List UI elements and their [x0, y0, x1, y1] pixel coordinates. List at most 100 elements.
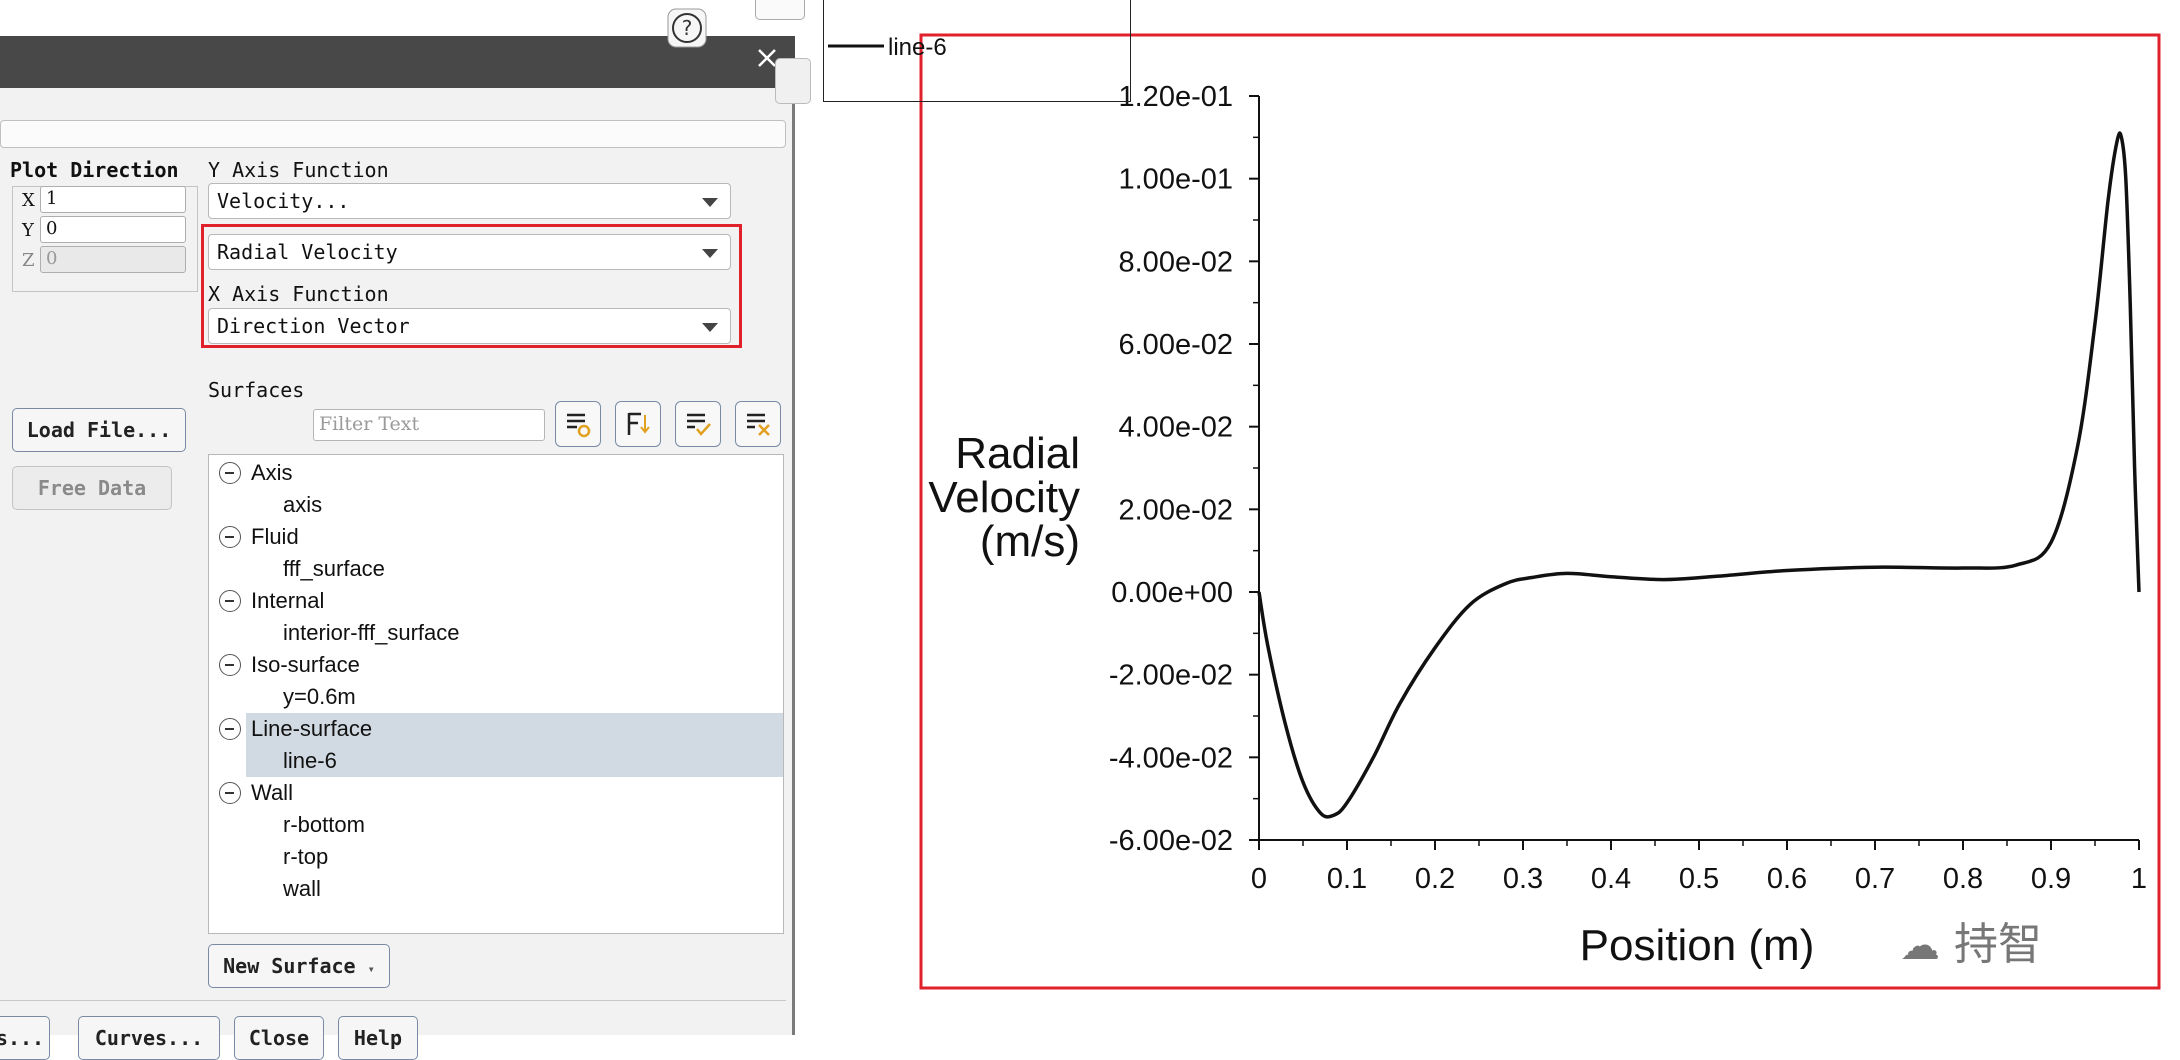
- z-direction-label: Z: [22, 250, 35, 271]
- y-axis-function-select[interactable]: Radial Velocity: [208, 234, 731, 270]
- new-surface-button[interactable]: New Surface ▾: [208, 944, 390, 988]
- tree-group[interactable]: Line-surface: [209, 713, 783, 745]
- z-direction-input: 0: [40, 246, 186, 273]
- x-tick-label: 0.6: [1767, 863, 1807, 895]
- series-line-line-6: [1257, 131, 2141, 819]
- tree-item[interactable]: line-6: [209, 745, 783, 777]
- clear-list-icon: [747, 413, 770, 436]
- clipboard-icon[interactable]: [755, 0, 805, 20]
- tree-group[interactable]: Internal: [209, 585, 783, 617]
- collapse-icon[interactable]: [219, 526, 241, 548]
- wechat-icon: ☁: [1900, 923, 1940, 969]
- surfaces-tree[interactable]: Axis axis Fluid fff_surface Internal interior…: [208, 454, 784, 934]
- chevron-down-icon: [702, 249, 718, 258]
- y-tick-label: 0.00e+00: [1111, 577, 1233, 609]
- separator: [0, 1000, 786, 1001]
- tree-item-label: axis: [283, 492, 323, 517]
- chevron-down-icon: [702, 323, 718, 332]
- tree-group[interactable]: Wall: [209, 777, 783, 809]
- sort-icon: [627, 412, 650, 435]
- new-surface-label: New Surface: [223, 954, 356, 978]
- y-axis-category-value: Velocity...: [217, 189, 350, 213]
- y-tick-label: 4.00e-02: [1119, 412, 1234, 444]
- x-tick-label: 0.1: [1327, 863, 1367, 895]
- x-tick-label: 0.4: [1591, 863, 1631, 895]
- tree-item[interactable]: interior-fff_surface: [209, 617, 783, 649]
- y-axis-label: Velocity: [928, 473, 1080, 522]
- svg-text:?: ?: [682, 16, 693, 40]
- y-axis-label: Radial: [955, 429, 1080, 478]
- load-file-button[interactable]: Load File...: [12, 408, 186, 452]
- tree-group-label: Iso-surface: [251, 652, 360, 677]
- collapse-icon[interactable]: [219, 462, 241, 484]
- tree-item[interactable]: r-bottom: [209, 809, 783, 841]
- tree-group[interactable]: Iso-surface: [209, 649, 783, 681]
- highlight-frame: [919, 33, 2161, 990]
- tree-item-label: r-bottom: [283, 812, 365, 837]
- check-list-icon: [687, 413, 711, 436]
- watermark-text: 持智: [1954, 919, 2042, 970]
- tree-item[interactable]: r-top: [209, 841, 783, 873]
- tree-item[interactable]: fff_surface: [209, 553, 783, 585]
- deselect-all-button[interactable]: [735, 401, 781, 447]
- tree-group-label: Fluid: [251, 524, 299, 549]
- xy-plot-chart: -6.00e-02 -4.00e-02 -2.00e-02 0.00e+00 2.00e…: [828, 33, 2161, 990]
- tree-group[interactable]: Axis: [209, 457, 783, 489]
- x-tick-label: 0.8: [1943, 863, 1983, 895]
- y-direction-label: Y: [22, 220, 34, 241]
- collapse-icon[interactable]: [219, 654, 241, 676]
- x-direction-input[interactable]: 1: [40, 186, 186, 213]
- tree-item-label: wall: [283, 876, 321, 901]
- tree-group-label: Wall: [251, 780, 293, 805]
- help-icon[interactable]: ?: [667, 8, 707, 48]
- y-axis-function-value: Radial Velocity: [217, 240, 398, 264]
- close-icon[interactable]: [753, 44, 781, 72]
- tree-item[interactable]: wall: [209, 873, 783, 905]
- legend-label: line-6: [888, 34, 947, 61]
- plot-direction-label: Plot Direction: [10, 158, 179, 182]
- tree-item[interactable]: y=0.6m: [209, 681, 783, 713]
- filter-list-icon: [567, 413, 591, 438]
- tree-item[interactable]: axis: [209, 489, 783, 521]
- x-axis-function-select[interactable]: Direction Vector: [208, 308, 731, 344]
- collapse-icon[interactable]: [219, 718, 241, 740]
- y-tick-label: 1.00e-01: [1119, 164, 1234, 196]
- x-axis-function-value: Direction Vector: [217, 314, 410, 338]
- x-tick-label: 0.7: [1855, 863, 1895, 895]
- select-highlighted-button[interactable]: [555, 401, 601, 447]
- x-tick-label: 0: [1251, 863, 1267, 895]
- y-tick-label: 6.00e-02: [1119, 329, 1234, 361]
- x-tick-label: 1: [2131, 863, 2147, 895]
- x-axis-label: Position (m): [1580, 921, 1815, 970]
- tree-group[interactable]: Fluid: [209, 521, 783, 553]
- legend-box: [823, 0, 1131, 102]
- y-tick-label: -2.00e-02: [1109, 660, 1233, 692]
- watermark: ☁ 持智: [1900, 908, 2042, 972]
- chevron-down-icon: [702, 198, 718, 207]
- sort-surfaces-button[interactable]: [615, 401, 661, 447]
- dialog-titlebar: [0, 36, 795, 88]
- x-axis-function-label: X Axis Function: [208, 282, 389, 306]
- x-tick-label: 0.2: [1415, 863, 1455, 895]
- tree-group-label: Axis: [251, 460, 293, 485]
- tree-group-label: Internal: [251, 588, 325, 613]
- tree-group-label: Line-surface: [251, 716, 373, 741]
- y-tick-label: 8.00e-02: [1119, 246, 1234, 278]
- y-tick-label: -4.00e-02: [1109, 742, 1233, 774]
- select-all-button[interactable]: [675, 401, 721, 447]
- toolbar-icon[interactable]: [775, 58, 811, 104]
- y-tick-label: -6.00e-02: [1109, 825, 1233, 857]
- tree-item-label: line-6: [283, 748, 337, 773]
- y-axis-category-select[interactable]: Velocity...: [208, 183, 731, 219]
- tree-item-label: interior-fff_surface: [283, 620, 460, 645]
- surfaces-filter-input[interactable]: Filter Text: [313, 409, 545, 441]
- collapse-icon[interactable]: [219, 590, 241, 612]
- x-tick-label: 0.9: [2031, 863, 2071, 895]
- tree-item-label: fff_surface: [283, 556, 385, 581]
- y-direction-input[interactable]: 0: [40, 216, 186, 243]
- plot-name-field[interactable]: [0, 120, 786, 148]
- collapse-icon[interactable]: [219, 782, 241, 804]
- y-tick-label: 2.00e-02: [1119, 494, 1234, 526]
- xy-plot-dialog: Plot Direction X 1 Y 0 Z 0 Y Axis Functi…: [0, 36, 795, 1060]
- tree-item-label: y=0.6m: [283, 684, 356, 709]
